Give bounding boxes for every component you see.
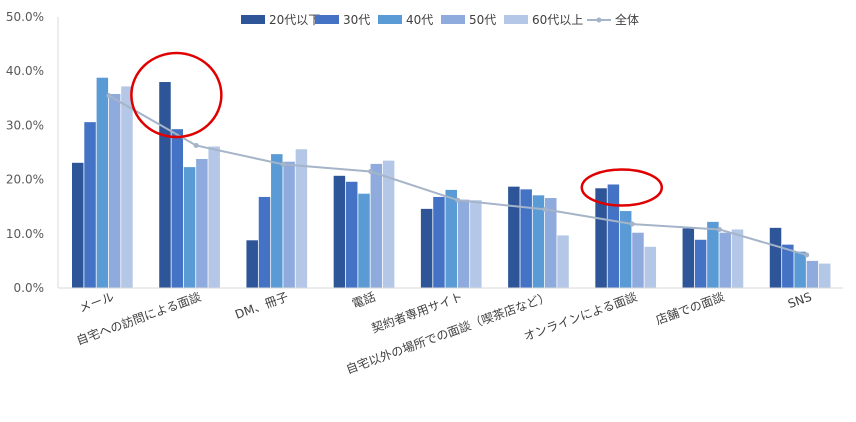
x-tick-label: メール: [77, 290, 116, 315]
y-axis: 0.0% 10.0% 20.0% 30.0% 40.0% 50.0%: [6, 10, 59, 295]
bar-4-1: [208, 146, 220, 288]
bar-2-8: [794, 251, 806, 288]
bar-1-0: [84, 122, 96, 288]
bar-3-0: [108, 93, 121, 289]
bar-3-6: [632, 232, 644, 288]
legend-marker: [596, 17, 602, 23]
legend-item-3: 50代: [441, 13, 496, 27]
bar-0-6: [595, 188, 607, 288]
bar-4-6: [644, 246, 657, 288]
y-tick-label: 30.0%: [6, 118, 44, 132]
bar-4-2: [295, 149, 308, 288]
legend-swatch: [504, 15, 528, 24]
y-tick-label: 50.0%: [6, 10, 44, 24]
legend-swatch: [441, 15, 465, 24]
bar-2-2: [271, 154, 283, 288]
line-point-4: [455, 197, 461, 203]
line-point-3: [368, 168, 374, 174]
overall-line: [106, 93, 810, 258]
bar-0-1: [159, 82, 171, 288]
legend-swatch: [315, 15, 339, 24]
legend-item-4: 60代以上: [504, 13, 583, 27]
bar-4-7: [731, 229, 744, 288]
bar-1-3: [345, 181, 358, 288]
bar-3-5: [545, 198, 557, 288]
line-point-5: [542, 206, 548, 212]
bar-3-7: [719, 232, 731, 288]
line-point-6: [629, 221, 635, 227]
y-tick-label: 20.0%: [6, 173, 44, 187]
legend-swatch: [241, 15, 265, 24]
legend-swatch: [378, 15, 402, 24]
bar-4-8: [818, 263, 831, 288]
line-point-0: [106, 93, 112, 99]
bar-1-7: [694, 239, 707, 288]
bars: [72, 77, 831, 289]
x-tick-label: 電話: [350, 289, 378, 311]
bar-3-1: [196, 159, 208, 288]
bar-1-8: [782, 244, 794, 288]
bar-0-0: [72, 162, 84, 288]
bar-0-5: [508, 186, 520, 288]
legend-item-2: 40代: [378, 13, 433, 27]
line-point-2: [280, 161, 286, 167]
bar-2-1: [183, 167, 196, 288]
bar-1-4: [433, 196, 445, 288]
x-tick-label: 店舗での面談: [654, 289, 727, 328]
bar-2-4: [445, 189, 457, 288]
x-tick-label: DM、冊子: [233, 290, 290, 322]
bar-2-6: [619, 211, 632, 288]
bar-4-5: [557, 235, 569, 288]
x-tick-label: SNS: [786, 290, 814, 311]
bar-3-8: [806, 260, 819, 288]
legend-label: 60代以上: [532, 13, 583, 27]
y-tick-label: 10.0%: [6, 227, 44, 241]
bar-4-3: [382, 160, 395, 288]
legend-item-5: 全体: [587, 12, 639, 27]
bar-0-3: [333, 175, 346, 288]
legend-label: 40代: [406, 13, 433, 27]
highlight-ellipse: [580, 168, 664, 207]
annotations: [130, 51, 664, 207]
bar-3-3: [370, 163, 383, 288]
bar-0-2: [246, 240, 258, 288]
bar-0-8: [769, 227, 782, 288]
bar-1-5: [520, 189, 532, 288]
bar-2-7: [707, 221, 719, 288]
legend-item-0: 20代以下: [241, 13, 320, 27]
legend-label: 50代: [469, 13, 496, 27]
bar-2-0: [96, 77, 109, 288]
bar-4-4: [470, 200, 482, 288]
legend-label: 20代以下: [269, 13, 320, 27]
bar-1-1: [171, 129, 184, 288]
bar-1-2: [258, 196, 271, 288]
y-tick-label: 40.0%: [6, 64, 44, 78]
bar-1-6: [607, 184, 620, 288]
highlight-ellipse: [130, 51, 223, 139]
legend-label: 全体: [615, 12, 639, 27]
bar-2-3: [358, 193, 370, 288]
line-point-1: [193, 142, 199, 148]
legend-label: 30代: [343, 13, 370, 27]
legend-item-1: 30代: [315, 13, 370, 27]
bar-0-4: [420, 208, 433, 288]
y-tick-label: 0.0%: [14, 281, 45, 295]
bar-2-5: [532, 195, 545, 288]
bar-3-2: [283, 161, 295, 288]
bar-4-0: [121, 86, 133, 288]
line-point-7: [716, 226, 722, 232]
bar-3-4: [457, 199, 470, 288]
line-point-8: [804, 252, 810, 258]
bar-0-7: [682, 228, 695, 288]
legend: 20代以下 30代 40代 50代 60代以上 全体: [241, 12, 639, 27]
